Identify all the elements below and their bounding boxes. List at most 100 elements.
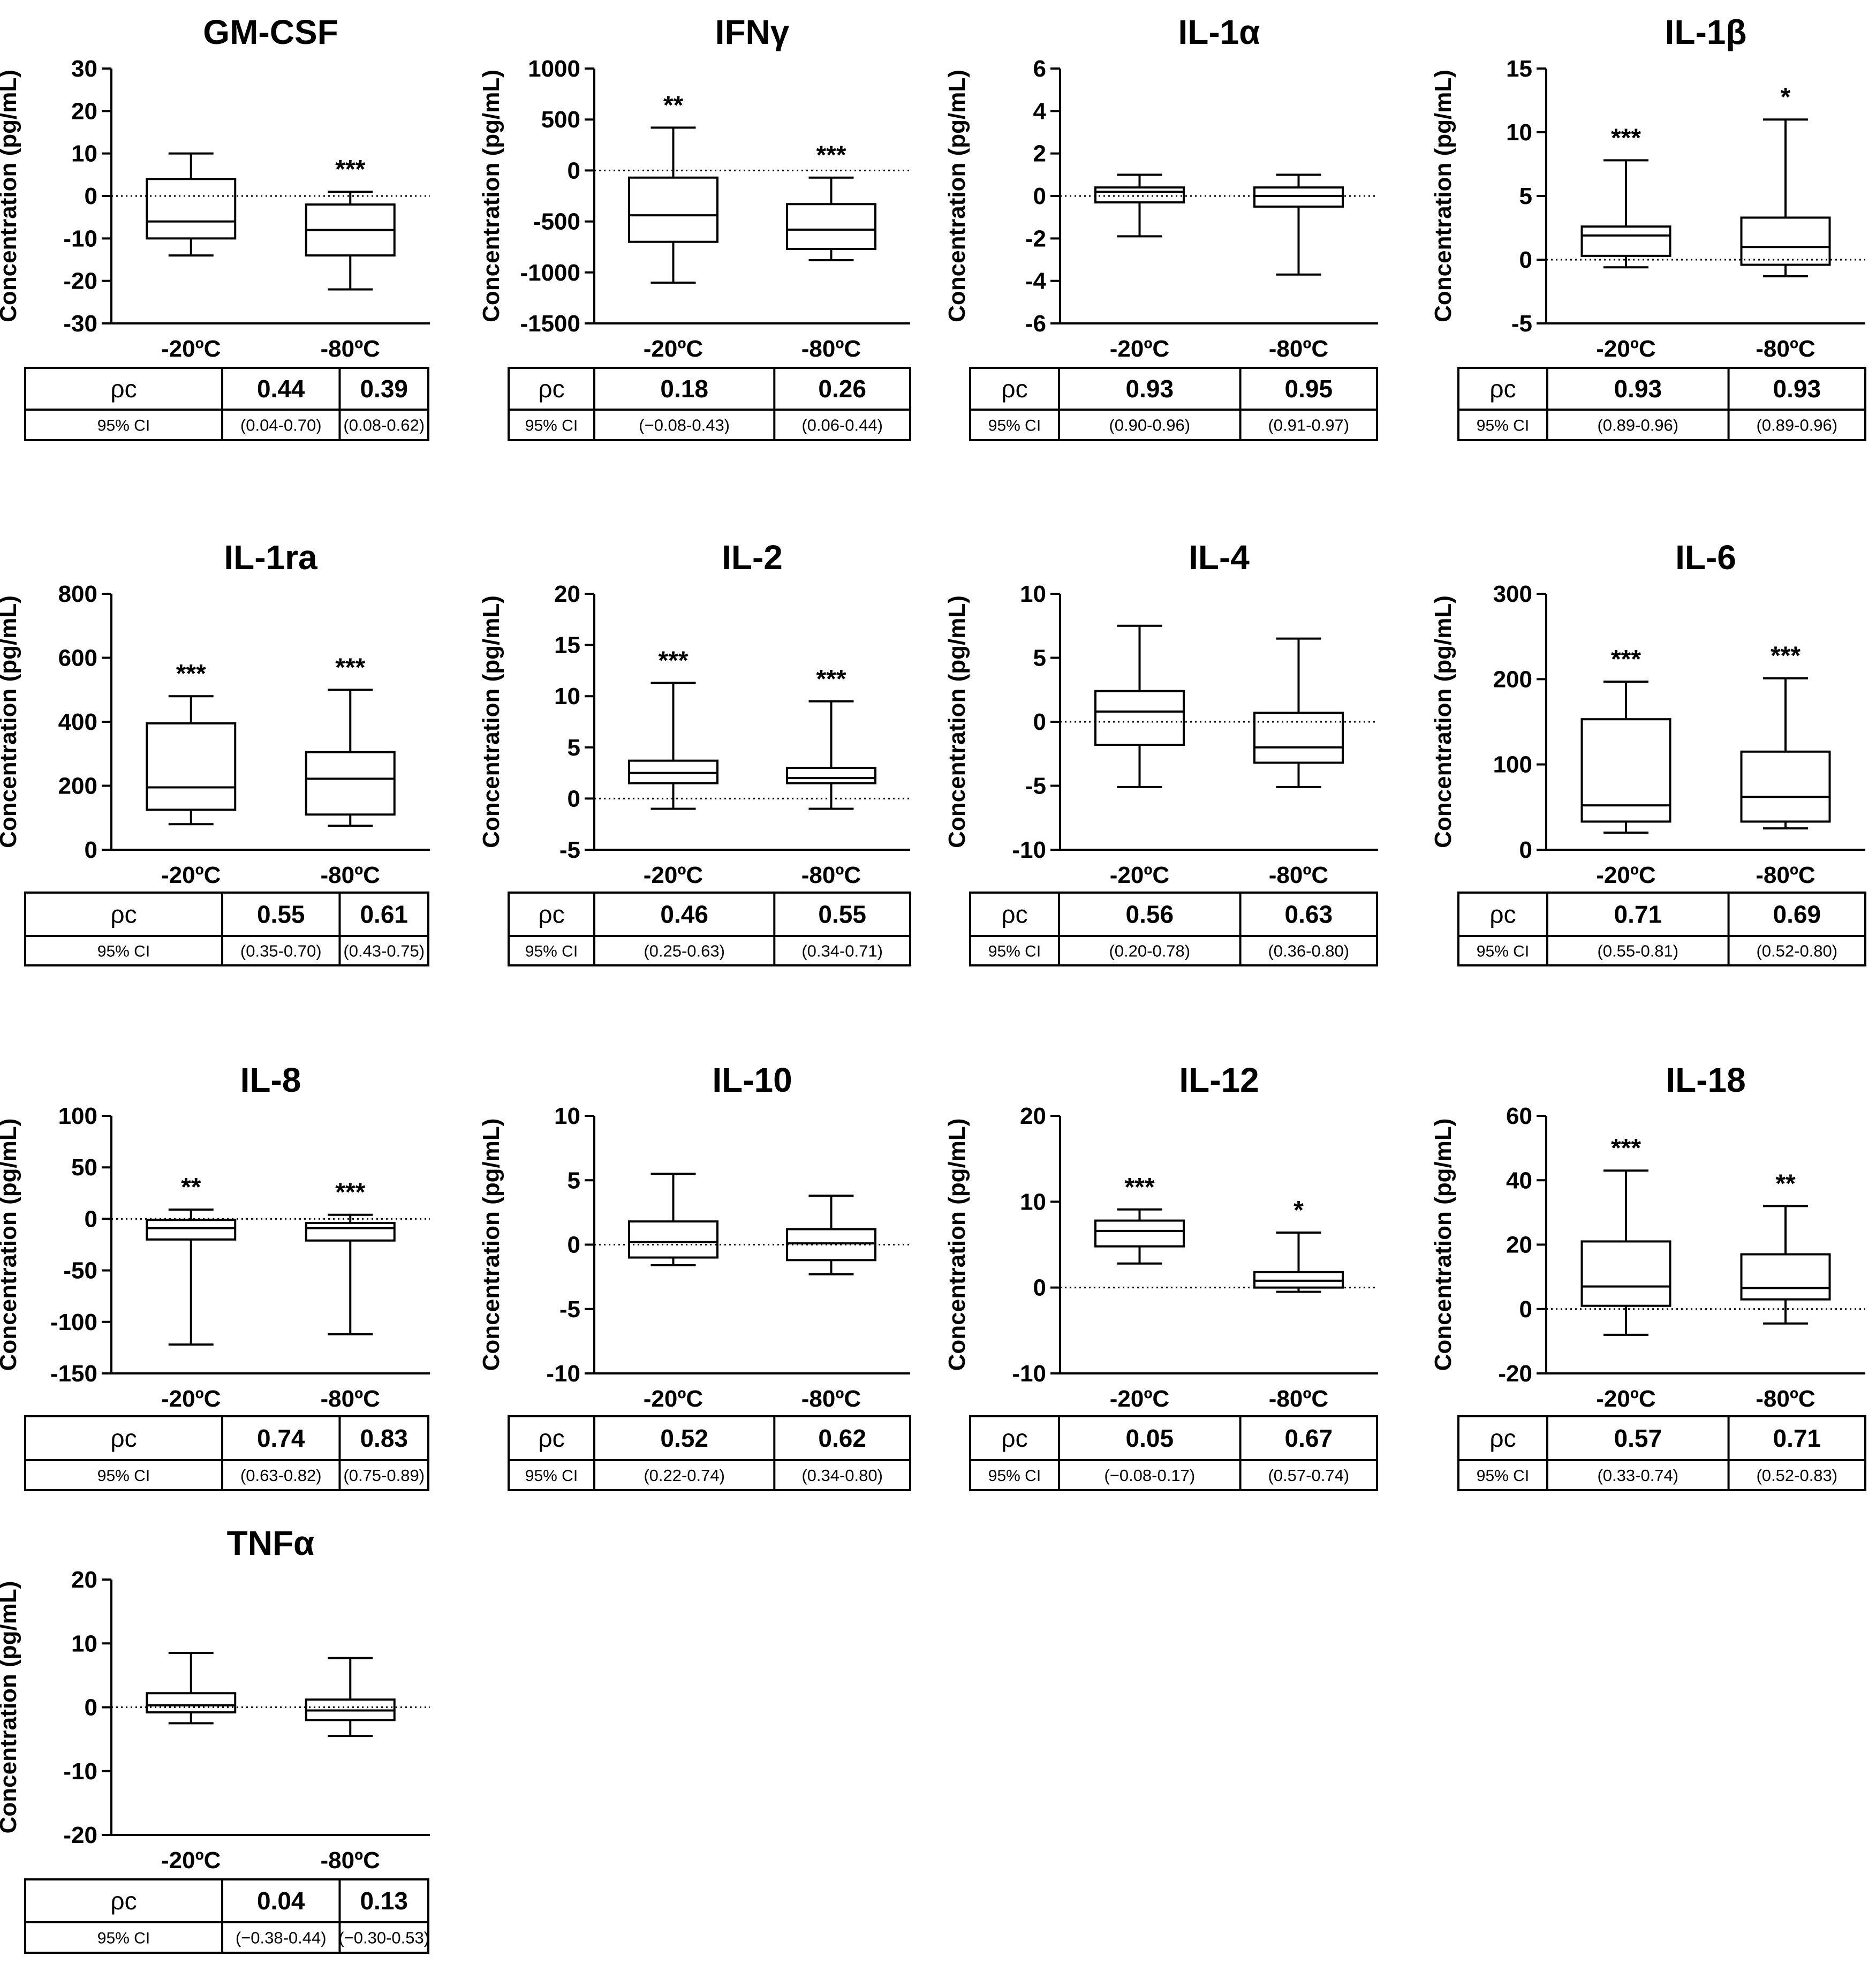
chart-title: IL-8 [240, 1061, 301, 1099]
table-border [508, 892, 911, 966]
chart-title: GM-CSF [203, 13, 338, 51]
y-tick-label: 2 [1033, 141, 1046, 167]
y-tick-label: 20 [554, 581, 580, 607]
rho-value: 0.04 [257, 1887, 305, 1915]
y-tick-label: -5 [1025, 773, 1046, 799]
ci-value: (0.90-0.96) [1109, 416, 1190, 435]
panel-ifn-: IFNγ Concentration (pg/mL) -1500 -1000 -500 0… [478, 13, 911, 441]
table-border [24, 1878, 429, 1954]
ci-row-label: 95% CI [525, 417, 578, 435]
chart-title: IL-12 [1179, 1061, 1259, 1099]
y-tick-label: 600 [58, 645, 97, 671]
x-tick-label: -80ºC [801, 1386, 861, 1412]
chart-title: IL-10 [712, 1061, 792, 1099]
y-tick-label: 200 [1493, 666, 1532, 692]
box-minus20: ** -20ºC [628, 91, 718, 362]
rho-value: 0.05 [1126, 1424, 1174, 1452]
table-border [24, 367, 429, 441]
y-tick-label: 0 [1033, 183, 1046, 209]
ci-value: (−0.38-0.44) [236, 1929, 327, 1947]
y-axis-label: Concentration (pg/mL) [0, 70, 21, 322]
ci-value: (0.25-0.63) [644, 942, 725, 961]
ci-row-label: 95% CI [988, 1467, 1041, 1485]
iqr-box [786, 203, 876, 251]
chart-title: IL-18 [1666, 1061, 1745, 1099]
y-tick-label: 30 [71, 56, 97, 82]
y-tick-label: -6 [1025, 311, 1046, 337]
y-tick-label: 0 [85, 1206, 97, 1232]
box-minus20: -20ºC [628, 1173, 718, 1412]
chart-title: IL-1α [1178, 13, 1260, 51]
stats-table: ρc 95% CI 0.18 (−0.08-0.43) 0.26 (0.06-0.44) [508, 367, 911, 441]
panel-il-18: IL-18 Concentration (pg/mL) -20 0 20 40 60 *** -… [1430, 1061, 1866, 1491]
y-tick-label: 5 [568, 735, 580, 761]
y-tick-label: 0 [1033, 709, 1046, 735]
iqr-box [1580, 225, 1671, 257]
significance-marker: *** [816, 665, 846, 693]
stats-table: ρc 95% CI 0.46 (0.25-0.63) 0.55 (0.34-0.71) [508, 892, 911, 966]
y-tick-label: 0 [85, 837, 97, 863]
rho-value: 0.83 [360, 1424, 408, 1452]
rho-row-label: ρc [110, 1887, 137, 1915]
box-minus80: *** -80ºC [305, 155, 396, 362]
rho-value: 0.74 [257, 1424, 305, 1452]
iqr-box [1740, 1253, 1831, 1301]
ci-value: (0.34-0.80) [801, 1466, 883, 1485]
iqr-box [1094, 690, 1185, 746]
y-tick-label: -10 [1012, 1361, 1046, 1387]
y-axis-label: Concentration (pg/mL) [1430, 70, 1456, 322]
stats-table: ρc 95% CI 0.05 (−0.08-0.17) 0.67 (0.57-0.74) [969, 1415, 1378, 1491]
iqr-box [146, 178, 237, 240]
iqr-box [628, 1220, 718, 1259]
significance-marker: * [1293, 1196, 1304, 1225]
y-axis-label: Concentration (pg/mL) [478, 1119, 504, 1371]
box-minus20: *** -20ºC [1580, 124, 1671, 362]
y-tick-label: 10 [1506, 119, 1532, 146]
stats-table: ρc 95% CI 0.57 (0.33-0.74) 0.71 (0.52-0.83) [1457, 1415, 1866, 1491]
y-tick-label: 10 [71, 141, 97, 167]
x-tick-label: -20ºC [1110, 1386, 1169, 1412]
box-minus20: -20ºC [1094, 173, 1185, 362]
x-tick-label: -80ºC [321, 1847, 380, 1874]
x-tick-label: -80ºC [801, 336, 861, 362]
rho-row-label: ρc [110, 375, 137, 403]
y-tick-label: -1500 [520, 311, 580, 337]
x-tick-label: -80ºC [1756, 1386, 1815, 1412]
y-tick-label: -100 [50, 1309, 97, 1335]
ci-value: (0.57-0.74) [1268, 1466, 1349, 1485]
y-tick-label: 0 [1033, 1275, 1046, 1301]
ci-value: (0.43-0.75) [343, 942, 425, 961]
x-tick-label: -20ºC [1110, 862, 1169, 888]
ci-row-label: 95% CI [988, 417, 1041, 435]
y-tick-label: -2 [1025, 225, 1046, 252]
panel-il-4: IL-4 Concentration (pg/mL) -10 -5 0 5 10 -20ºC -… [944, 538, 1378, 966]
iqr-box [1094, 186, 1185, 203]
significance-marker: *** [1611, 1134, 1641, 1162]
table-border [1457, 1415, 1866, 1491]
y-tick-label: 20 [71, 1567, 97, 1593]
box-minus80: *** -80ºC [786, 141, 876, 362]
y-tick-label: -10 [546, 1361, 580, 1387]
y-tick-label: 0 [1519, 1296, 1532, 1323]
ci-row-label: 95% CI [97, 1467, 150, 1485]
rho-value: 0.18 [660, 375, 708, 403]
y-tick-label: 0 [568, 157, 580, 184]
y-tick-label: 0 [85, 1695, 97, 1721]
y-tick-label: -500 [533, 209, 580, 235]
ci-row-label: 95% CI [525, 1467, 578, 1485]
rho-value: 0.61 [360, 901, 408, 928]
box-minus80: * -80ºC [1740, 83, 1831, 362]
significance-marker: *** [335, 653, 365, 682]
panel-il-1-: IL-1β Concentration (pg/mL) -5 0 5 10 15 *** -20… [1430, 13, 1866, 441]
panel-il-10: IL-10 Concentration (pg/mL) -10 -5 0 5 10 -20ºC… [478, 1061, 911, 1491]
y-tick-label: 60 [1506, 1103, 1532, 1129]
significance-marker: *** [176, 660, 206, 688]
y-tick-label: 5 [1033, 645, 1046, 671]
significance-marker: *** [1611, 645, 1641, 674]
box-minus20: *** -20ºC [628, 646, 718, 888]
rho-row-label: ρc [538, 901, 564, 928]
y-tick-label: 100 [1493, 752, 1532, 778]
y-tick-label: 0 [1519, 247, 1532, 273]
y-axis-label: Concentration (pg/mL) [944, 70, 970, 322]
iqr-box [146, 1219, 237, 1241]
